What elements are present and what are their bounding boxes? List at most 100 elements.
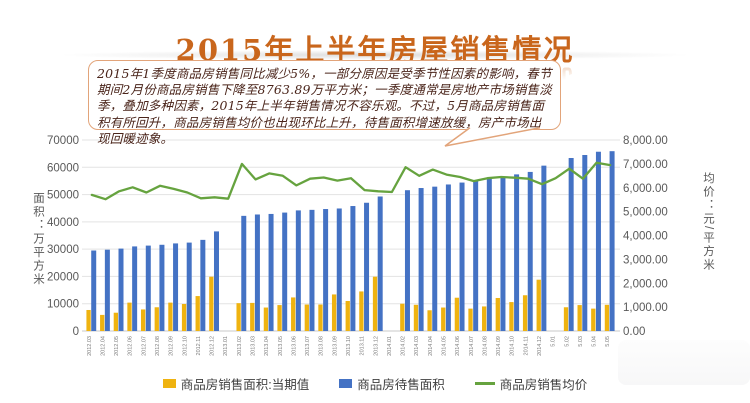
svg-text:2014.09: 2014.09 — [496, 336, 502, 356]
bar — [304, 304, 309, 331]
svg-text:6,000.00: 6,000.00 — [623, 183, 668, 195]
svg-text:2013.12: 2013.12 — [373, 336, 379, 356]
bar — [418, 188, 424, 331]
bar — [200, 239, 206, 331]
bar — [364, 202, 370, 331]
bar — [295, 210, 301, 331]
bar — [118, 248, 124, 331]
svg-text:2014.07: 2014.07 — [469, 336, 475, 356]
svg-text:2012.05: 2012.05 — [114, 336, 120, 356]
bar — [282, 212, 288, 331]
svg-text:2012.08: 2012.08 — [155, 336, 161, 356]
bar — [400, 303, 405, 331]
svg-text:2013.03: 2013.03 — [251, 336, 257, 356]
svg-text:2015.01: 2015.01 — [551, 336, 557, 356]
bar — [577, 305, 582, 331]
svg-text:2014.11: 2014.11 — [523, 336, 529, 355]
bar — [168, 302, 173, 331]
bar — [291, 297, 296, 331]
bar — [173, 243, 179, 331]
bar — [445, 184, 451, 331]
svg-text:2013.04: 2013.04 — [264, 336, 270, 356]
bar — [309, 209, 315, 331]
bar — [86, 309, 91, 331]
bar — [145, 245, 151, 331]
bar — [459, 182, 465, 331]
svg-text:2012.11: 2012.11 — [196, 336, 202, 355]
bar — [350, 206, 356, 331]
svg-text:70000: 70000 — [47, 135, 79, 147]
bar — [100, 314, 105, 331]
bar — [154, 307, 159, 331]
watermark-mask — [541, 347, 631, 379]
svg-text:2013.09: 2013.09 — [332, 336, 338, 356]
svg-text:3,000.00: 3,000.00 — [623, 254, 668, 266]
bar — [441, 307, 446, 331]
bar — [372, 276, 378, 331]
bar — [514, 174, 520, 331]
svg-text:2,000.00: 2,000.00 — [623, 278, 668, 290]
bar — [609, 151, 615, 331]
bar — [250, 302, 255, 331]
callout-tail — [444, 126, 541, 147]
svg-text:2013.06: 2013.06 — [291, 336, 297, 356]
legend-color-swatch — [162, 379, 176, 388]
title-reflection-shadow — [55, 50, 695, 60]
legend-item-label: 商品房销售面积:当期值 — [180, 378, 310, 392]
svg-text:5,000.00: 5,000.00 — [623, 207, 668, 219]
legend-item-label: 商品房待售面积 — [357, 378, 445, 392]
bar — [345, 300, 350, 331]
bar — [159, 244, 165, 331]
bar — [359, 291, 364, 331]
bar — [323, 209, 329, 331]
bar — [604, 304, 610, 331]
legend-item-2: 商品房销售均价 — [474, 374, 587, 393]
bar — [432, 186, 438, 331]
svg-text:2013.11: 2013.11 — [360, 336, 366, 355]
svg-text:2015.02: 2015.02 — [564, 336, 570, 356]
bar — [113, 312, 119, 331]
svg-text:8,000.00: 8,000.00 — [623, 135, 668, 147]
bar — [318, 304, 323, 331]
bar — [132, 246, 138, 331]
svg-text:60000: 60000 — [47, 162, 79, 174]
bar — [336, 208, 342, 331]
bar — [404, 190, 410, 331]
svg-text:2013.02: 2013.02 — [237, 336, 243, 356]
svg-text:2015.03: 2015.03 — [578, 336, 584, 356]
bar — [213, 231, 219, 331]
legend-item-1: 商品房待售面积 — [339, 374, 445, 393]
chart-legend: 商品房销售面积:当期值 商品房待售面积 商品房销售均价 — [0, 374, 750, 393]
svg-text:2015.04: 2015.04 — [592, 336, 598, 356]
bar — [241, 215, 247, 331]
left-axis-title: 面积：万平方米 — [32, 192, 44, 287]
bar — [127, 302, 132, 331]
svg-text:1,000.00: 1,000.00 — [623, 302, 668, 314]
bar — [268, 213, 274, 331]
bar — [140, 309, 146, 331]
bar — [277, 305, 282, 331]
svg-text:2013.05: 2013.05 — [278, 336, 284, 356]
right-axis-tick-labels: 0.00 1,000.00 2,000.00 3,000.00 4,000.00 5,00… — [623, 135, 668, 338]
bar — [582, 155, 588, 331]
bar — [536, 279, 541, 331]
x-axis-labels: 2012.03 2012.04 2012.05 2012.06 2012.07 2012.… — [87, 336, 611, 356]
watermark-mask-corner — [618, 340, 750, 385]
bar — [413, 304, 419, 331]
bar — [595, 151, 601, 331]
price-line — [90, 161, 612, 201]
svg-text:2014.03: 2014.03 — [414, 336, 420, 356]
bar — [454, 297, 460, 331]
svg-text:2012.12: 2012.12 — [210, 336, 216, 356]
bar — [263, 307, 269, 331]
svg-text:2014.06: 2014.06 — [455, 336, 461, 356]
right-axis-title: 均价：元/平方米 — [702, 172, 714, 272]
bar — [522, 295, 528, 331]
legend-item-0: 商品房销售面积:当期值 — [162, 374, 310, 393]
svg-text:2012.03: 2012.03 — [87, 336, 93, 356]
svg-text:2014.01: 2014.01 — [387, 336, 393, 356]
bar — [195, 296, 200, 331]
bar — [563, 307, 569, 331]
legend-line-swatch — [474, 382, 495, 385]
bar — [500, 177, 506, 331]
